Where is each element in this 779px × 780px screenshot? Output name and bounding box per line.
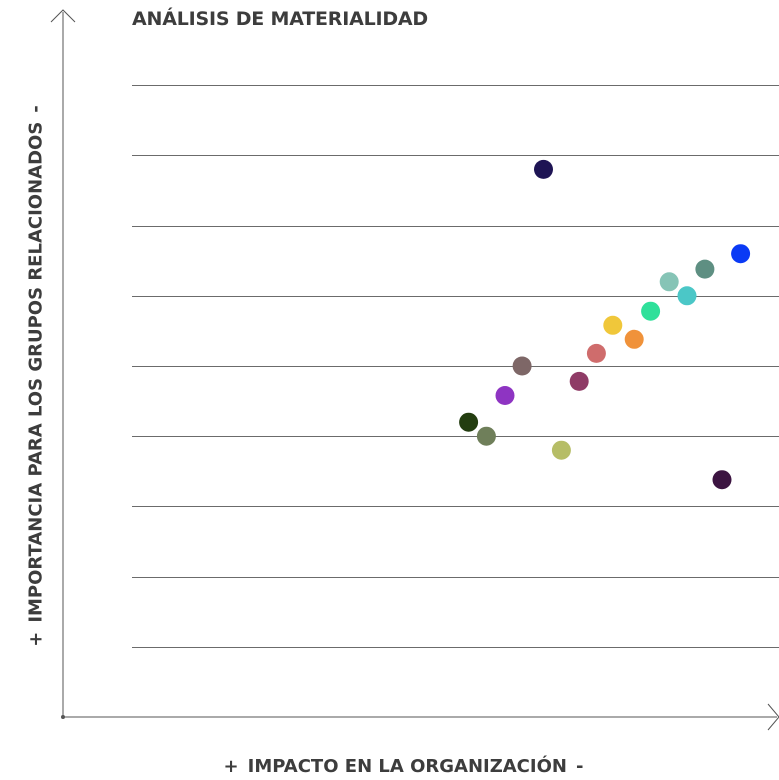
axis-origin — [61, 715, 65, 719]
data-point — [641, 301, 661, 321]
data-point — [731, 244, 751, 264]
x-axis-label: + IMPACTO EN LA ORGANIZACIÓN - — [0, 756, 779, 777]
data-point — [712, 470, 732, 490]
y-axis-plus: + — [25, 631, 47, 647]
data-point — [476, 426, 496, 446]
y-axis-label: + IMPORTANCIA PARA LOS GRUPOS RELACIONADO… — [26, 105, 47, 647]
x-axis-minus: - — [575, 756, 584, 777]
data-points — [459, 159, 751, 490]
data-point — [677, 286, 697, 306]
y-axis-minus: - — [25, 105, 47, 113]
x-axis-plus: + — [223, 756, 239, 777]
y-axis-label-text: IMPORTANCIA PARA LOS GRUPOS RELACIONADOS — [25, 121, 47, 623]
x-axis-label-text: IMPACTO EN LA ORGANIZACIÓN — [247, 756, 567, 777]
data-point — [512, 356, 532, 376]
data-point — [603, 315, 623, 335]
y-axis-arrow-icon — [50, 9, 76, 23]
data-point — [624, 329, 644, 349]
data-point — [695, 259, 715, 279]
chart-title: ANÁLISIS DE MATERIALIDAD — [132, 8, 429, 30]
x-axis-arrow-icon — [767, 703, 779, 731]
data-point — [459, 412, 479, 432]
data-point — [586, 343, 606, 363]
axes — [50, 9, 779, 731]
data-point — [569, 371, 589, 391]
gridlines — [132, 85, 779, 648]
data-point — [551, 440, 571, 460]
data-point — [534, 159, 553, 179]
data-point — [659, 272, 679, 292]
data-point — [495, 386, 515, 405]
